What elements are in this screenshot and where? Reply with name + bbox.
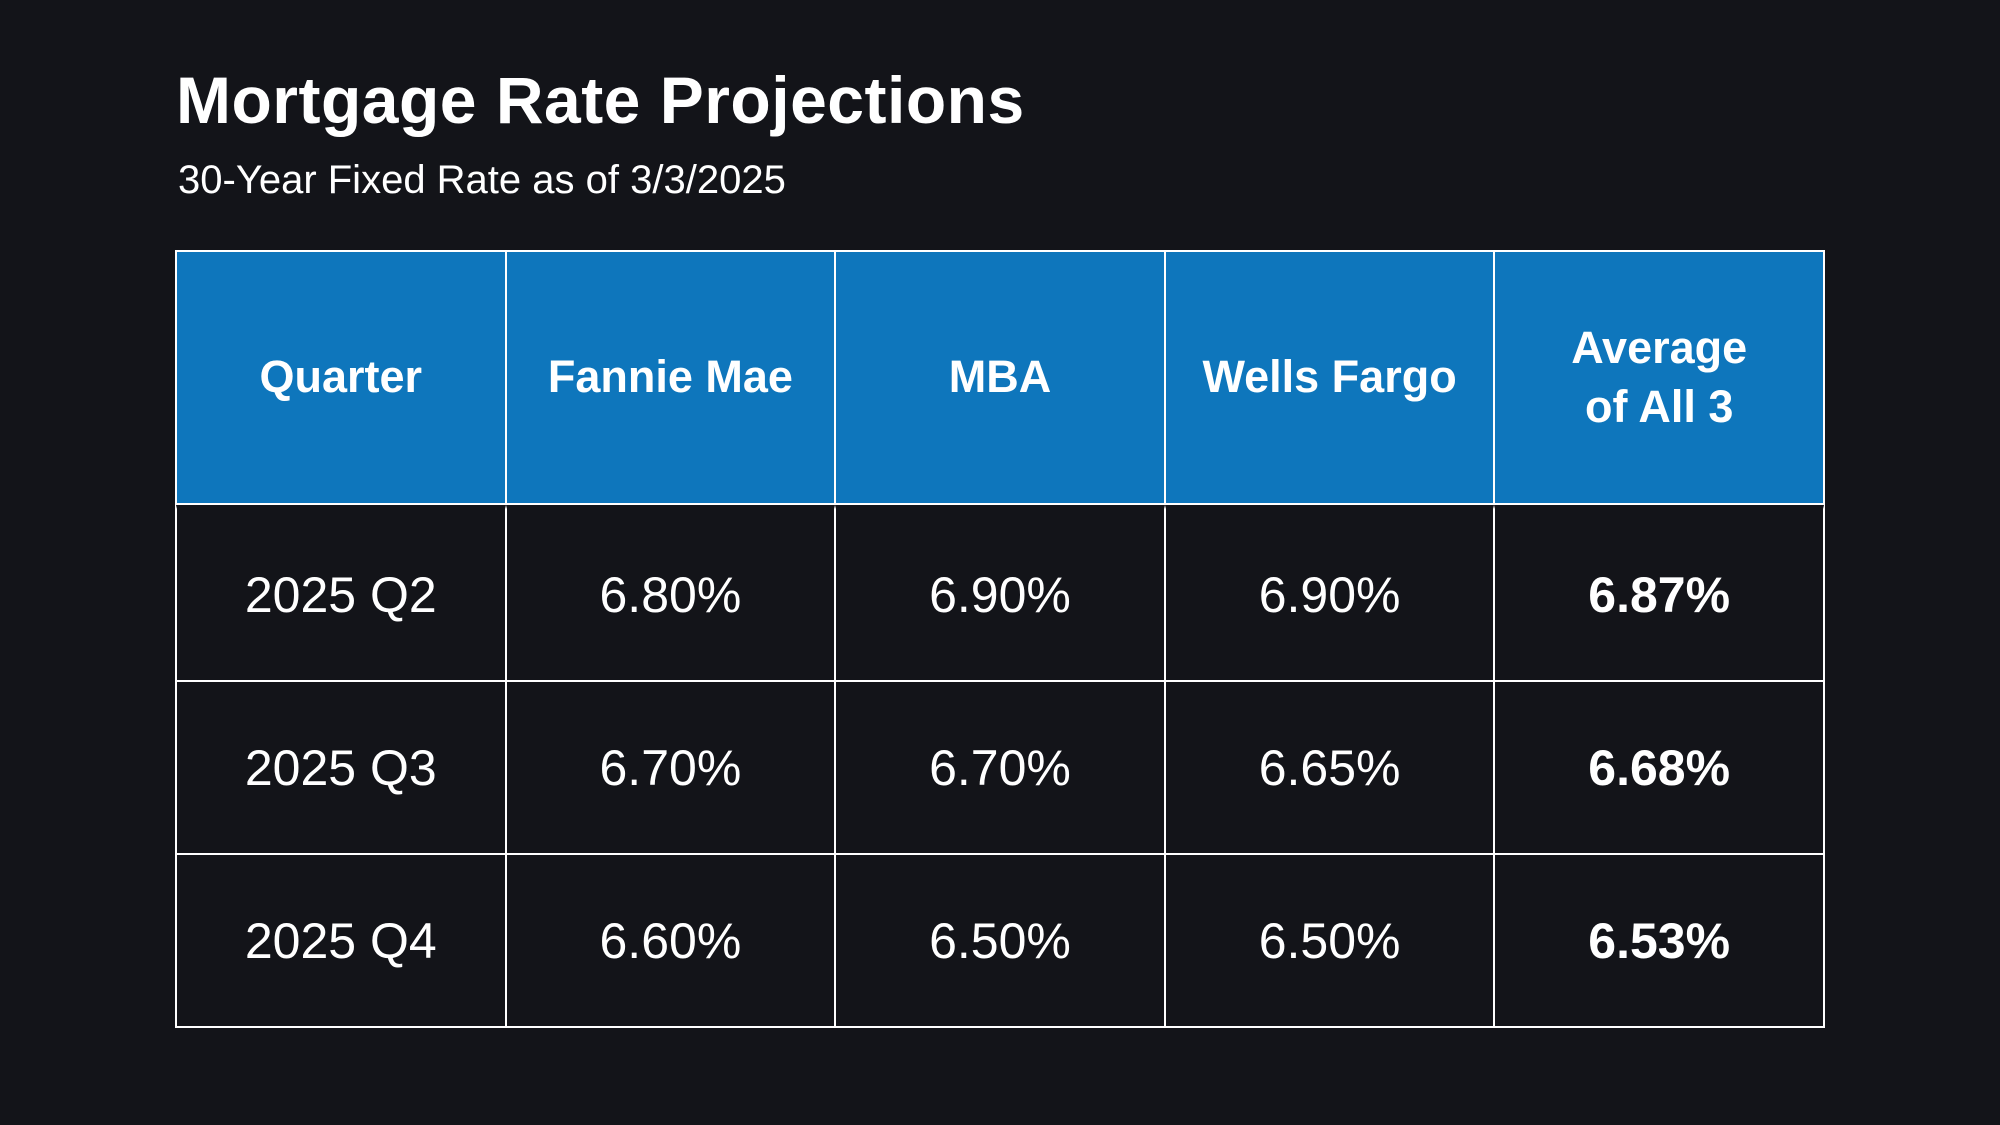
cell-fannie-mae: 6.60% [505,854,836,1027]
cell-average: 6.68% [1494,681,1824,854]
page-subtitle: 30-Year Fixed Rate as of 3/3/2025 [178,158,786,202]
table-row: 2025 Q3 6.70% 6.70% 6.65% 6.68% [176,681,1824,854]
cell-average: 6.87% [1494,505,1824,681]
cell-mba: 6.70% [835,681,1165,854]
page-title: Mortgage Rate Projections [176,63,1025,137]
table-row: 2025 Q2 6.80% 6.90% 6.90% 6.87% [176,505,1824,681]
cell-average: 6.53% [1494,854,1824,1027]
cell-quarter: 2025 Q3 [176,681,506,854]
column-header-average: Average of All 3 [1494,251,1824,505]
table-header-row: Quarter Fannie Mae MBA Wells Fargo Avera… [176,251,1824,505]
cell-fannie-mae: 6.80% [505,505,836,681]
cell-wells-fargo: 6.65% [1164,681,1495,854]
table-body: 2025 Q2 6.80% 6.90% 6.90% 6.87% 2025 Q3 … [176,505,1824,1027]
column-header-mba: MBA [835,251,1165,505]
cell-wells-fargo: 6.90% [1164,505,1495,681]
column-header-wells-fargo: Wells Fargo [1164,251,1495,505]
cell-quarter: 2025 Q2 [176,505,506,681]
column-header-quarter: Quarter [176,251,506,505]
cell-wells-fargo: 6.50% [1164,854,1495,1027]
table-row: 2025 Q4 6.60% 6.50% 6.50% 6.53% [176,854,1824,1027]
table-header: Quarter Fannie Mae MBA Wells Fargo Avera… [176,251,1824,505]
cell-fannie-mae: 6.70% [505,681,836,854]
cell-quarter: 2025 Q4 [176,854,506,1027]
cell-mba: 6.50% [835,854,1165,1027]
column-header-fannie-mae: Fannie Mae [505,251,836,505]
mortgage-rate-table: Quarter Fannie Mae MBA Wells Fargo Avera… [175,250,1825,1028]
cell-mba: 6.90% [835,505,1165,681]
